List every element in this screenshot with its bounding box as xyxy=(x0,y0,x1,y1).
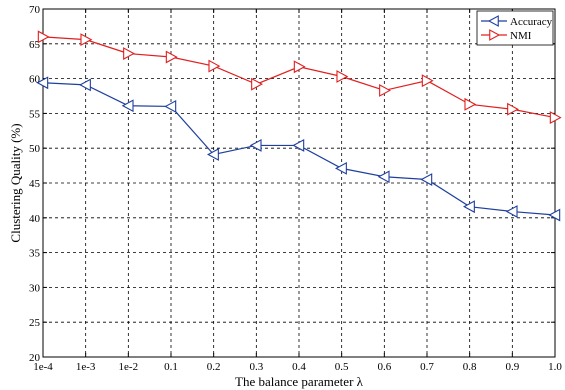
legend-marker-nmi xyxy=(489,29,501,41)
ticks: 1e-4 1e-3 1e-2 0.1 0.2 0.3 0.4 0.5 0.6 0.7 0.8 0.9 1… xyxy=(29,4,562,373)
data-point-nmi xyxy=(80,33,93,47)
y-tick-label: 50 xyxy=(29,143,41,155)
data-point-nmi xyxy=(208,59,221,73)
legend-label-accuracy: Accuracy xyxy=(510,16,553,28)
data-point-nmi xyxy=(507,102,519,116)
data-point-nmi xyxy=(379,84,391,97)
x-tick-label: 0.5 xyxy=(335,361,349,373)
x-axis-label: The balance parameter λ xyxy=(235,374,364,389)
data-point-nmi xyxy=(251,77,263,91)
x-tick-label: 0.2 xyxy=(207,361,221,373)
data-point-accuracy xyxy=(420,173,433,186)
x-tick-label: 0.7 xyxy=(420,361,434,373)
y-tick-label: 70 xyxy=(29,4,41,16)
y-tick-label: 45 xyxy=(29,178,41,190)
data-point-accuracy xyxy=(164,100,177,113)
data-point-accuracy xyxy=(463,200,475,214)
y-tick-label: 55 xyxy=(29,108,41,120)
data-point-nmi xyxy=(123,47,135,60)
data-point-nmi xyxy=(37,30,50,44)
data-point-accuracy xyxy=(548,208,561,222)
y-tick-label: 30 xyxy=(29,282,41,294)
data-point-accuracy xyxy=(121,99,134,113)
data-point-nmi xyxy=(165,50,178,64)
x-tick-label: 1e-2 xyxy=(119,361,139,373)
data-point-nmi xyxy=(336,70,349,83)
legend: Accuracy NMI xyxy=(476,10,554,46)
data-point-nmi xyxy=(421,74,434,88)
y-axis-label: Clustering Quality (%) xyxy=(8,123,23,242)
data-point-accuracy xyxy=(505,205,518,218)
x-tick-label: 0.8 xyxy=(463,361,477,373)
x-tick-label: 0.1 xyxy=(164,361,178,373)
data-point-accuracy xyxy=(36,76,49,90)
x-tick-label: 1e-4 xyxy=(33,361,53,373)
y-tick-label: 35 xyxy=(29,248,41,260)
y-tick-label: 65 xyxy=(29,39,41,51)
data-point-accuracy xyxy=(377,170,390,184)
y-tick-label: 20 xyxy=(29,352,41,364)
y-tick-label: 40 xyxy=(29,213,41,225)
x-tick-label: 1e-3 xyxy=(76,361,96,373)
x-tick-label: 1.0 xyxy=(548,361,562,373)
data-point-accuracy xyxy=(292,138,305,152)
data-point-nmi xyxy=(464,97,477,111)
x-tick-label: 0.9 xyxy=(505,361,519,373)
data-point-accuracy xyxy=(79,78,91,92)
series-layer xyxy=(36,30,562,222)
data-point-accuracy xyxy=(335,161,347,175)
data-point-accuracy xyxy=(207,148,219,161)
y-tick-label: 25 xyxy=(29,317,41,329)
data-point-accuracy xyxy=(249,138,262,152)
data-point-nmi xyxy=(549,111,562,124)
y-tick-label: 60 xyxy=(29,74,41,86)
legend-marker-accuracy xyxy=(487,15,499,27)
legend-label-nmi: NMI xyxy=(510,30,532,42)
x-tick-label: 0.6 xyxy=(377,361,391,373)
x-tick-label: 0.4 xyxy=(292,361,306,373)
data-point-nmi xyxy=(293,60,306,74)
grid xyxy=(43,9,555,357)
x-tick-label: 0.3 xyxy=(249,361,263,373)
